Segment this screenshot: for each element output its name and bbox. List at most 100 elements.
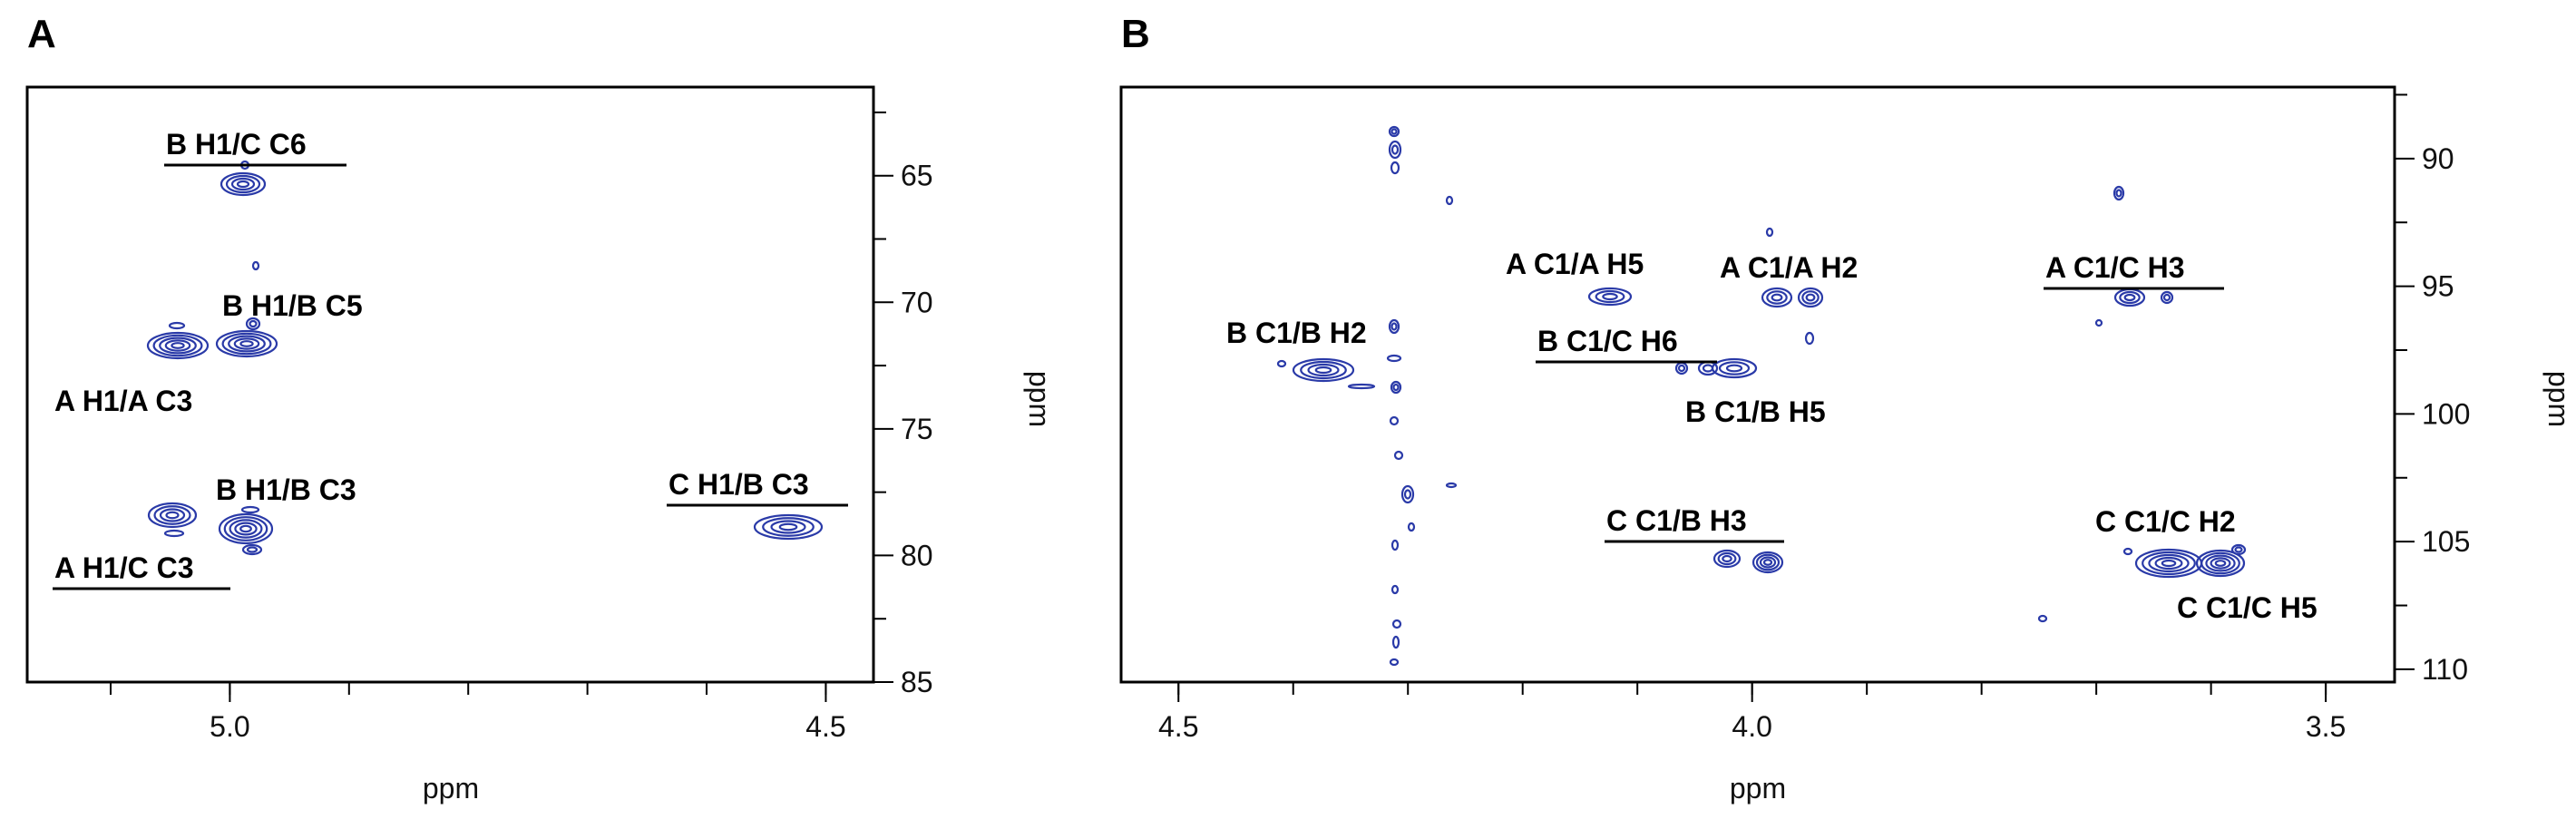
- panel-letter: B: [1121, 12, 1150, 56]
- cross-peak: [1276, 359, 1287, 368]
- peak-label: A C1/C H3: [2045, 251, 2185, 284]
- cross-peak: [1388, 140, 1402, 160]
- cross-peak: [220, 171, 267, 197]
- cross-peak: [1765, 227, 1774, 238]
- contour-ring: [2122, 547, 2133, 556]
- contour-ring: [1390, 161, 1400, 175]
- peak-label: A C1/A H2: [1720, 251, 1858, 284]
- contour-ring: [233, 337, 260, 350]
- contour-ring: [147, 502, 198, 529]
- contour-ring: [2142, 551, 2196, 576]
- x-tick-label: 4.5: [805, 710, 845, 743]
- contour-ring: [2148, 553, 2190, 573]
- contour-ring: [1347, 383, 1376, 390]
- x-axis-label: ppm: [1730, 772, 1786, 805]
- cross-peak: [1761, 287, 1793, 308]
- y-tick-label: 95: [2422, 270, 2454, 303]
- contour-ring: [251, 260, 260, 271]
- contour-ring: [1292, 357, 1355, 383]
- contour-ring: [241, 543, 263, 556]
- contour-ring: [218, 512, 274, 545]
- plot-frame: [25, 85, 875, 684]
- cross-peak: [1388, 125, 1400, 138]
- contour-ring: [1711, 357, 1758, 379]
- contour-ring: [2195, 549, 2246, 578]
- contour-ring: [220, 171, 267, 197]
- y-tick-label: 110: [2422, 653, 2468, 686]
- contour-ring: [2162, 293, 2171, 302]
- contour-ring: [2210, 557, 2231, 570]
- contour-ring: [1766, 290, 1788, 305]
- peak-label: B C1/B H5: [1685, 395, 1826, 428]
- contour-ring: [1314, 366, 1332, 375]
- cross-peak: [2113, 185, 2125, 201]
- contour-ring: [1717, 551, 1737, 566]
- y-tick-label: 70: [901, 286, 933, 318]
- cross-peak: [218, 512, 274, 545]
- contour-ring: [2214, 560, 2227, 567]
- contour-ring: [2161, 559, 2177, 568]
- contour-ring: [168, 321, 186, 330]
- cross-peak: [1797, 287, 1824, 308]
- cross-peak: [2195, 549, 2246, 578]
- contour-ring: [152, 334, 203, 357]
- contour-ring: [1722, 554, 1732, 563]
- peak-label: B H1/C C6: [166, 128, 307, 161]
- contour-ring: [171, 342, 185, 349]
- cross-peak: [1389, 658, 1400, 667]
- contour-ring: [753, 513, 824, 541]
- contour-ring: [2200, 551, 2240, 575]
- cross-peak: [1751, 551, 1784, 574]
- cross-peak: [163, 529, 185, 538]
- cross-peak: [1390, 539, 1400, 551]
- peak-label: C H1/B C3: [668, 468, 809, 501]
- contour-ring: [1765, 227, 1774, 238]
- contour-ring: [1391, 635, 1400, 649]
- cross-peak: [2094, 318, 2103, 327]
- contour-ring: [2037, 614, 2048, 623]
- contour-ring: [1805, 293, 1816, 302]
- contour-ring: [165, 511, 180, 520]
- contour-ring: [1388, 318, 1400, 335]
- contour-ring: [246, 546, 259, 553]
- contour-ring: [1391, 619, 1402, 629]
- y-tick-label: 100: [2422, 397, 2470, 430]
- cross-peak: [215, 329, 278, 358]
- x-axis-label: ppm: [423, 772, 479, 805]
- contour-ring: [236, 180, 250, 189]
- contour-ring: [2205, 554, 2236, 572]
- contour-ring: [1407, 522, 1416, 532]
- peak-label: C C1/C H2: [2095, 505, 2236, 538]
- contour-ring: [1595, 289, 1625, 304]
- contour-ring: [234, 522, 258, 536]
- contour-ring: [245, 317, 261, 331]
- contour-ring: [146, 331, 210, 360]
- cross-peak: [1292, 357, 1355, 383]
- contour-ring: [1759, 556, 1777, 569]
- peak-label: C C1/C H5: [2177, 591, 2317, 624]
- contour-ring: [1445, 482, 1458, 489]
- contour-ring: [2160, 290, 2174, 305]
- cross-peaks: [146, 160, 824, 556]
- cross-peak: [241, 543, 263, 556]
- x-tick-label: 4.0: [1732, 710, 1771, 743]
- panel-b: B 4.5 4.0 3.5 90 95 100 105 110 ppm ppm A C1/A H5 A …: [1119, 12, 2575, 805]
- contour-ring: [229, 519, 263, 539]
- cross-peak: [1712, 549, 1742, 569]
- contour-ring: [1761, 287, 1793, 308]
- contour-ring: [223, 516, 268, 541]
- cross-peak: [1390, 161, 1400, 175]
- cross-peak: [1711, 357, 1758, 379]
- contour-ring: [1389, 658, 1400, 667]
- contour-ring: [1725, 364, 1743, 373]
- contour-ring: [1390, 128, 1398, 135]
- contour-ring: [2234, 546, 2243, 553]
- contour-ring: [1755, 553, 1781, 571]
- contour-ring: [1801, 290, 1820, 305]
- contour-ring: [1445, 195, 1454, 206]
- cross-peak: [147, 502, 198, 529]
- x-tick-label: 5.0: [210, 710, 249, 743]
- contour-ring: [1390, 144, 1400, 155]
- cross-peak: [1386, 354, 1402, 363]
